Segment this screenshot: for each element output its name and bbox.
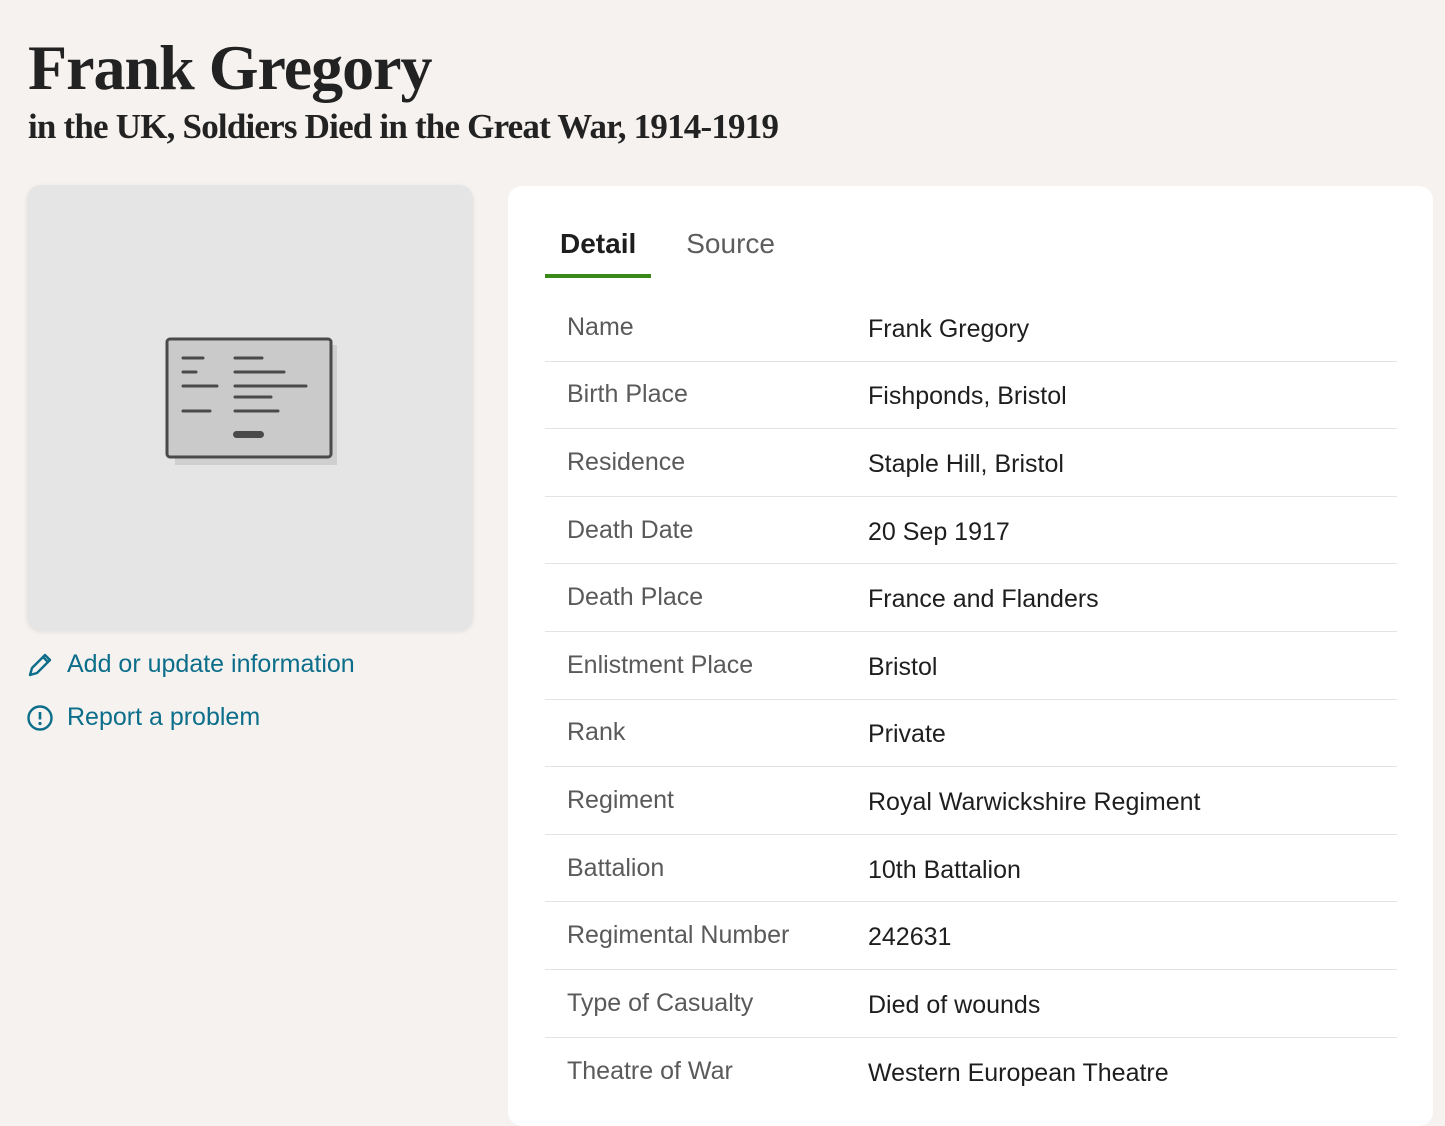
detail-label: Birth Place xyxy=(567,380,688,409)
report-problem-label: Report a problem xyxy=(67,703,261,731)
record-image-placeholder xyxy=(27,185,473,631)
detail-row: Regiment Royal Warwickshire Regiment xyxy=(545,767,1397,835)
detail-label: Death Place xyxy=(567,583,704,612)
detail-value: Fishponds, Bristol xyxy=(868,382,1067,411)
record-detail-card: Detail Source Name Frank Gregory Birth Pla… xyxy=(508,186,1433,1126)
detail-row: Death Place France and Flanders xyxy=(545,564,1397,632)
detail-value: Western European Theatre xyxy=(868,1058,1169,1087)
tab-bar: Detail Source xyxy=(545,222,810,278)
detail-value: Frank Gregory xyxy=(868,314,1030,343)
detail-value: Bristol xyxy=(868,652,938,681)
pencil-icon xyxy=(28,653,52,676)
detail-row: Type of Casualty Died of wounds xyxy=(545,970,1397,1038)
alert-circle-icon xyxy=(27,704,53,731)
detail-row: Name Frank Gregory xyxy=(545,294,1397,362)
detail-row: Rank Private xyxy=(545,700,1397,768)
detail-row: Regimental Number 242631 xyxy=(545,902,1397,970)
detail-value: Private xyxy=(868,720,946,749)
record-document-icon xyxy=(165,337,337,465)
detail-label: Battalion xyxy=(567,853,665,882)
detail-label: Type of Casualty xyxy=(567,988,754,1017)
detail-row: Residence Staple Hill, Bristol xyxy=(545,429,1397,497)
detail-row: Enlistment Place Bristol xyxy=(545,632,1397,700)
detail-value: France and Flanders xyxy=(868,585,1099,614)
page-title: Frank Gregory xyxy=(28,32,433,103)
detail-label: Regiment xyxy=(567,785,674,814)
detail-table: Name Frank Gregory Birth Place Fishponds, B… xyxy=(545,294,1397,1105)
tab-source[interactable]: Source xyxy=(686,228,775,259)
detail-label: Death Date xyxy=(567,515,694,544)
detail-label: Enlistment Place xyxy=(567,650,754,679)
add-update-information-link[interactable]: Add or update information xyxy=(26,650,355,679)
detail-value: 10th Battalion xyxy=(868,855,1021,884)
detail-label: Residence xyxy=(567,447,686,476)
detail-value: Staple Hill, Bristol xyxy=(868,449,1064,478)
collection-subtitle: in the UK, Soldiers Died in the Great Wa… xyxy=(28,107,779,146)
detail-row: Battalion 10th Battalion xyxy=(545,835,1397,903)
detail-value: 242631 xyxy=(868,923,952,952)
report-problem-link[interactable]: Report a problem xyxy=(26,703,260,732)
detail-label: Regimental Number xyxy=(567,921,790,950)
detail-value: Royal Warwickshire Regiment xyxy=(868,787,1201,816)
detail-value: Died of wounds xyxy=(868,990,1041,1019)
detail-row: Death Date 20 Sep 1917 xyxy=(545,497,1397,565)
detail-label: Rank xyxy=(567,718,626,747)
detail-label: Theatre of War xyxy=(567,1056,733,1085)
detail-label: Name xyxy=(567,312,634,341)
detail-row: Theatre of War Western European Theatre xyxy=(545,1038,1397,1106)
detail-row: Birth Place Fishponds, Bristol xyxy=(545,362,1397,430)
detail-value: 20 Sep 1917 xyxy=(868,517,1010,546)
tab-detail[interactable]: Detail xyxy=(545,222,652,278)
add-update-information-label: Add or update information xyxy=(67,650,355,678)
